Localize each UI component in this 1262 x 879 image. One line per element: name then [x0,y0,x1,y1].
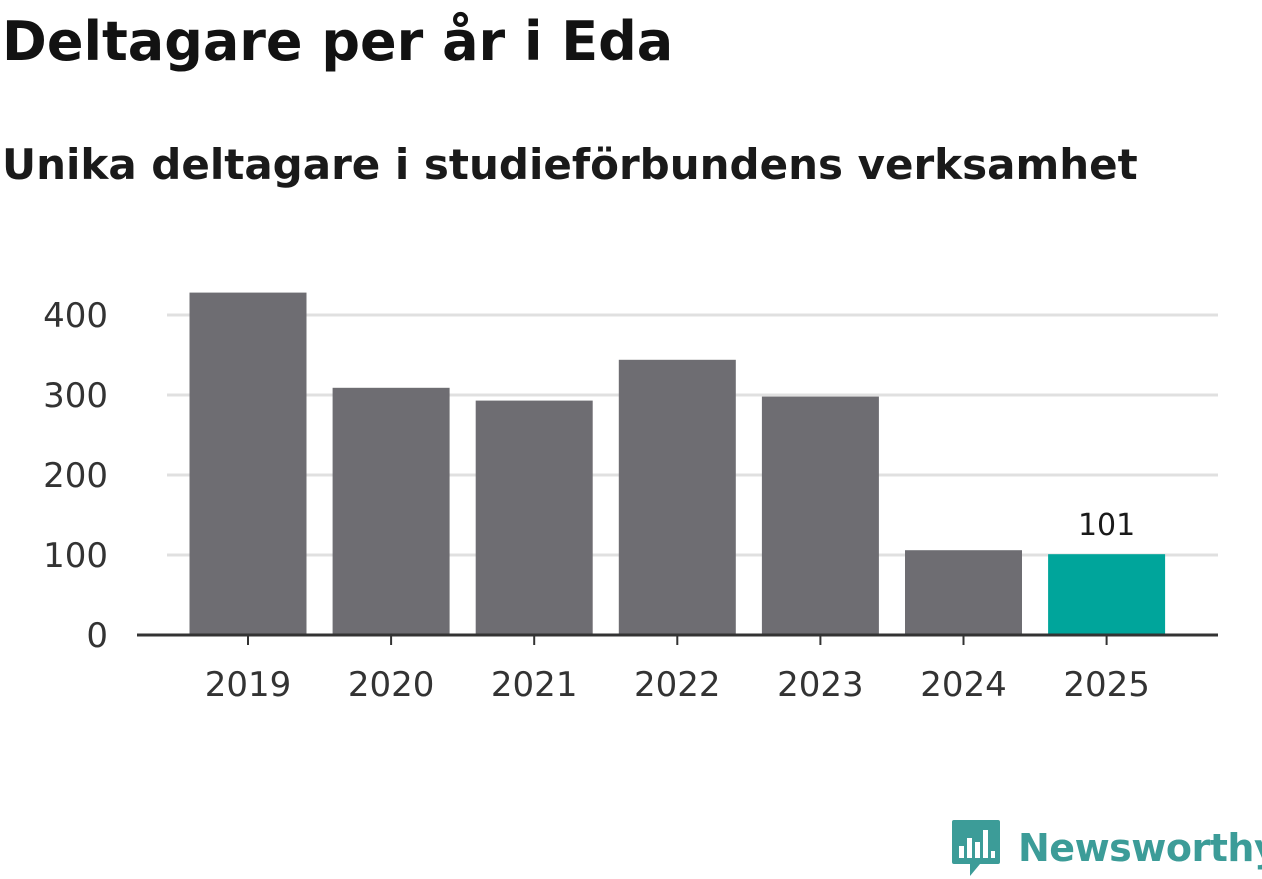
bars [189,292,1166,635]
x-tick-label: 2019 [205,665,292,705]
x-tick-label: 2024 [920,665,1007,705]
data-labels: 101 [1078,508,1135,543]
bar-2024 [905,550,1022,635]
bar-2019 [189,292,307,635]
data-label-2025: 101 [1078,508,1135,543]
newsworthy-logo: Newsworthy [950,818,1262,878]
y-tick-label: 300 [43,376,108,416]
bar-2022 [618,359,736,635]
x-axis [137,633,1218,645]
chart-subtitle: Unika deltagare i studieförbundens verks… [2,140,1138,189]
chart-title: Deltagare per år i Eda [2,10,674,73]
y-tick-label: 200 [43,456,108,496]
bar-2020 [332,387,450,635]
bar-2021 [475,400,593,635]
bar-2023 [761,396,879,635]
x-axis-tick-labels: 2019 2020 2021 2022 2023 2024 2025 [205,665,1150,705]
x-tick-label: 2023 [777,665,864,705]
x-tick-label: 2020 [348,665,435,705]
x-tick-label: 2021 [491,665,578,705]
y-tick-label: 100 [43,536,108,576]
y-tick-label: 0 [86,616,108,656]
newsworthy-logo-text: Newsworthy [1018,826,1262,870]
newsworthy-chart-bubble-icon [952,820,1000,876]
y-axis-tick-labels: 0 100 200 300 400 [43,296,108,656]
y-tick-label: 400 [43,296,108,336]
bar-2025 [1048,554,1166,635]
x-tick-label: 2022 [634,665,721,705]
x-tick-label: 2025 [1063,665,1150,705]
